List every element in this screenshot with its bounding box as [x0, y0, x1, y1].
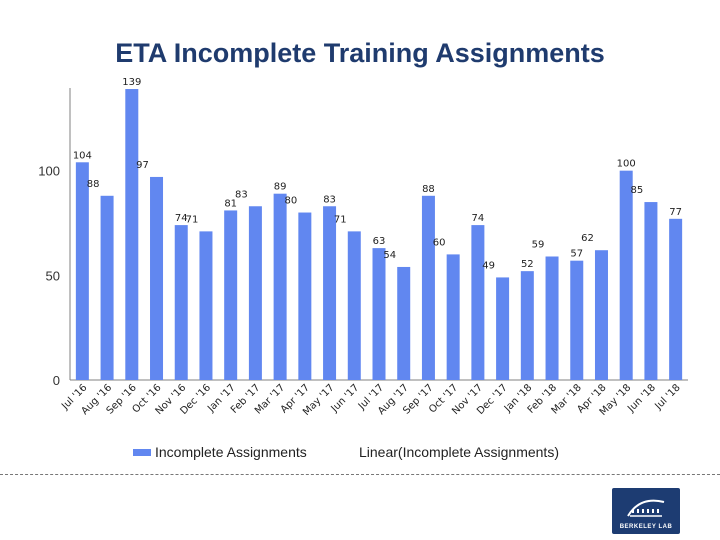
y-ticks: 0 50 100 [38, 164, 60, 388]
bar [570, 260, 584, 380]
value-label: 85 [631, 185, 644, 196]
value-label: 74 [472, 213, 485, 224]
berkeley-lab-logo-icon [627, 499, 665, 517]
bar [75, 162, 89, 380]
value-label: 83 [235, 189, 248, 200]
value-label: 52 [521, 259, 534, 270]
value-label: 54 [383, 250, 396, 261]
bar [446, 254, 460, 380]
bar [323, 206, 337, 380]
value-label: 97 [136, 160, 149, 171]
footer-divider [0, 474, 720, 475]
berkeley-lab-logo: BERKELEY LAB [612, 488, 680, 534]
value-label: 104 [73, 150, 92, 161]
value-label: 71 [334, 214, 347, 225]
value-label: 81 [224, 198, 237, 209]
value-label: 80 [284, 196, 297, 207]
value-label: 60 [433, 237, 446, 248]
value-label: 88 [422, 184, 435, 195]
bar [471, 225, 485, 380]
bar [273, 193, 287, 380]
value-label: 88 [87, 179, 100, 190]
bar [199, 231, 213, 380]
value-label: 49 [482, 260, 495, 271]
bars [75, 89, 683, 380]
value-label: 63 [373, 236, 386, 247]
value-label: 62 [581, 233, 594, 244]
bar [397, 266, 411, 380]
chart-title: ETA Incomplete Training Assignments [115, 38, 605, 68]
logo-text: BERKELEY LAB [619, 524, 673, 530]
bar [644, 202, 658, 380]
bar [421, 195, 435, 380]
bar [496, 277, 510, 380]
legend-item-linear: Linear(Incomplete Assignments) [359, 444, 559, 460]
bar [150, 176, 164, 380]
bar [174, 225, 188, 380]
legend-swatch [133, 448, 151, 456]
value-label: 83 [323, 194, 336, 205]
bar [669, 218, 683, 380]
value-label: 59 [532, 239, 545, 250]
legend-label-linear: Linear(Incomplete Assignments) [359, 444, 559, 460]
value-label: 74 [175, 213, 188, 224]
bar [125, 89, 139, 380]
value-label: 100 [617, 159, 636, 170]
value-label: 89 [274, 182, 287, 193]
value-label: 71 [186, 214, 199, 225]
bar [594, 250, 608, 380]
y-tick-label: 50 [46, 268, 60, 283]
bar [619, 170, 633, 380]
bar [224, 210, 238, 380]
legend-item-incomplete: Incomplete Assignments [133, 444, 307, 460]
bar [372, 248, 386, 380]
bar [298, 212, 312, 380]
bar [347, 231, 361, 380]
y-tick-label: 100 [38, 164, 60, 179]
value-label: 139 [122, 77, 141, 88]
value-label: 57 [570, 249, 583, 260]
bar [520, 271, 534, 380]
y-tick-label: 0 [53, 373, 60, 388]
value-label: 77 [669, 207, 682, 218]
x-tick-label: Jul '18 [653, 382, 683, 412]
bar [545, 256, 559, 380]
bar [100, 195, 114, 380]
legend-label-incomplete: Incomplete Assignments [155, 444, 307, 460]
bar [248, 206, 262, 380]
